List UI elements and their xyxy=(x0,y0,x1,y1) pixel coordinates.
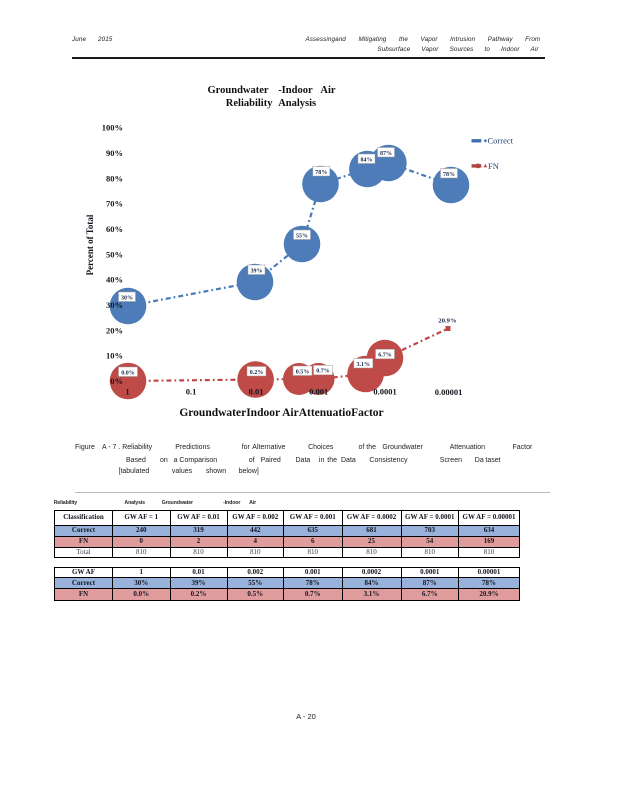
svg-text:84%: 84% xyxy=(361,157,373,163)
svg-text:1: 1 xyxy=(125,387,129,397)
svg-text:0.001: 0.001 xyxy=(309,387,328,397)
svg-text:30%: 30% xyxy=(121,295,133,301)
svg-text:Percent of Total: Percent of Total xyxy=(85,214,95,275)
svg-text:0.1: 0.1 xyxy=(186,387,197,397)
svg-text:0.2%: 0.2% xyxy=(250,370,264,376)
svg-text:0.7%: 0.7% xyxy=(316,369,330,375)
svg-text:3.1%: 3.1% xyxy=(357,362,371,368)
svg-text:78%: 78% xyxy=(443,172,455,178)
svg-text:0.5%: 0.5% xyxy=(296,369,310,375)
svg-text:20.9%: 20.9% xyxy=(438,318,456,325)
svg-text:30%: 30% xyxy=(106,300,123,310)
svg-text:50%: 50% xyxy=(106,249,123,259)
svg-text:FN: FN xyxy=(488,161,499,171)
svg-text:10%: 10% xyxy=(106,351,123,361)
svg-text:87%: 87% xyxy=(380,151,392,157)
svg-text:0.0001: 0.0001 xyxy=(373,387,396,397)
svg-text:Correct: Correct xyxy=(488,136,514,146)
svg-text:0.01: 0.01 xyxy=(249,387,264,397)
svg-text:40%: 40% xyxy=(106,275,123,285)
svg-text:90%: 90% xyxy=(106,148,123,158)
svg-text:0.00001: 0.00001 xyxy=(435,387,463,397)
svg-text:39%: 39% xyxy=(251,268,263,274)
svg-text:60%: 60% xyxy=(106,224,123,234)
svg-text:100%: 100% xyxy=(102,123,123,133)
svg-text:0.0%: 0.0% xyxy=(121,370,135,376)
svg-text:0%: 0% xyxy=(110,376,123,386)
svg-text:GroundwaterIndoor AirAttenuati: GroundwaterIndoor AirAttenuatioFactor xyxy=(179,407,383,419)
svg-text:55%: 55% xyxy=(296,233,308,239)
svg-text:20%: 20% xyxy=(106,325,123,335)
svg-text:6.7%: 6.7% xyxy=(378,353,392,359)
svg-text:80%: 80% xyxy=(106,173,123,183)
svg-text:70%: 70% xyxy=(106,199,123,209)
svg-text:78%: 78% xyxy=(315,170,327,176)
